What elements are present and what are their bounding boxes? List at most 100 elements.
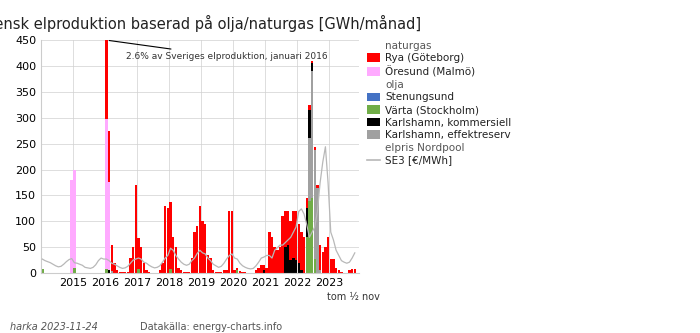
Bar xyxy=(74,268,76,273)
Bar xyxy=(287,244,289,273)
Bar xyxy=(262,270,265,273)
Bar xyxy=(190,257,193,273)
Bar xyxy=(258,268,260,273)
Bar xyxy=(108,131,111,182)
Bar xyxy=(159,270,161,273)
Bar xyxy=(290,221,292,260)
Bar xyxy=(271,237,273,273)
Bar xyxy=(130,257,132,273)
Bar xyxy=(146,270,148,273)
Bar xyxy=(274,247,276,273)
Bar xyxy=(324,247,327,273)
Bar xyxy=(202,221,204,273)
Bar xyxy=(319,244,321,270)
Bar xyxy=(316,187,319,273)
Bar xyxy=(204,224,206,273)
Bar xyxy=(239,271,241,273)
Bar xyxy=(140,247,142,273)
Bar xyxy=(105,119,108,269)
Bar xyxy=(113,263,116,273)
Bar xyxy=(308,200,311,273)
Bar xyxy=(265,268,268,273)
Bar xyxy=(327,237,329,273)
Bar xyxy=(308,105,311,110)
Bar xyxy=(295,211,298,260)
Bar xyxy=(111,245,113,271)
Bar xyxy=(303,237,305,273)
Bar xyxy=(161,263,164,273)
Bar xyxy=(337,270,340,273)
Bar xyxy=(215,272,217,273)
Bar xyxy=(349,270,351,273)
Bar xyxy=(321,252,324,273)
Bar xyxy=(354,269,356,273)
Text: tom ½ nov: tom ½ nov xyxy=(327,292,380,302)
Bar xyxy=(134,185,137,273)
Bar xyxy=(199,206,201,273)
Bar xyxy=(223,270,225,273)
Bar xyxy=(218,272,220,273)
Bar xyxy=(74,169,76,268)
Bar xyxy=(169,269,172,273)
Bar xyxy=(206,255,209,273)
Bar xyxy=(319,270,321,273)
Bar xyxy=(172,237,174,273)
Bar xyxy=(108,182,111,270)
Bar xyxy=(111,271,113,273)
Bar xyxy=(124,272,126,273)
Bar xyxy=(255,270,257,273)
Text: Datakälla: energy-charts.info: Datakälla: energy-charts.info xyxy=(140,322,282,332)
Bar xyxy=(340,272,342,273)
Bar xyxy=(311,71,314,198)
Bar xyxy=(220,272,223,273)
Bar xyxy=(311,198,314,273)
Bar xyxy=(292,211,295,257)
Bar xyxy=(196,226,198,273)
Bar xyxy=(193,232,196,273)
Bar xyxy=(188,272,190,273)
Bar xyxy=(287,211,289,244)
Bar xyxy=(314,147,316,150)
Bar xyxy=(330,258,332,273)
Bar xyxy=(212,270,214,273)
Bar xyxy=(132,247,134,273)
Bar xyxy=(311,63,314,71)
Bar xyxy=(268,232,270,273)
Bar xyxy=(244,272,246,273)
Bar xyxy=(276,250,279,273)
Bar xyxy=(295,260,298,273)
Bar xyxy=(209,257,212,273)
Bar xyxy=(175,247,177,273)
Bar xyxy=(169,201,172,269)
Text: harka 2023-11-24: harka 2023-11-24 xyxy=(10,322,99,332)
Bar xyxy=(164,206,167,273)
Bar xyxy=(314,258,316,273)
Bar xyxy=(300,270,302,273)
Bar xyxy=(105,36,108,119)
Bar xyxy=(127,272,129,273)
Text: 2.6% av Sveriges elproduktion, januari 2016: 2.6% av Sveriges elproduktion, januari 2… xyxy=(109,41,328,61)
Bar xyxy=(228,211,230,273)
Bar xyxy=(284,211,286,247)
Title: svensk elproduktion baserad på olja/naturgas [GWh/månad]: svensk elproduktion baserad på olja/natu… xyxy=(0,15,421,32)
Bar xyxy=(167,208,169,273)
Bar xyxy=(308,110,311,139)
Bar xyxy=(236,270,239,273)
Bar xyxy=(290,260,292,273)
Bar xyxy=(233,270,236,273)
Bar xyxy=(279,247,281,273)
Bar xyxy=(177,268,180,273)
Bar xyxy=(148,272,150,273)
Bar xyxy=(300,232,302,270)
Bar xyxy=(137,269,140,273)
Bar xyxy=(180,270,183,273)
Bar xyxy=(225,270,228,273)
Bar xyxy=(105,269,108,273)
Bar xyxy=(316,185,319,187)
Bar xyxy=(143,263,145,273)
Bar xyxy=(118,272,121,273)
Bar xyxy=(305,237,308,273)
Bar xyxy=(335,268,337,273)
Bar xyxy=(108,270,111,273)
Bar xyxy=(121,272,124,273)
